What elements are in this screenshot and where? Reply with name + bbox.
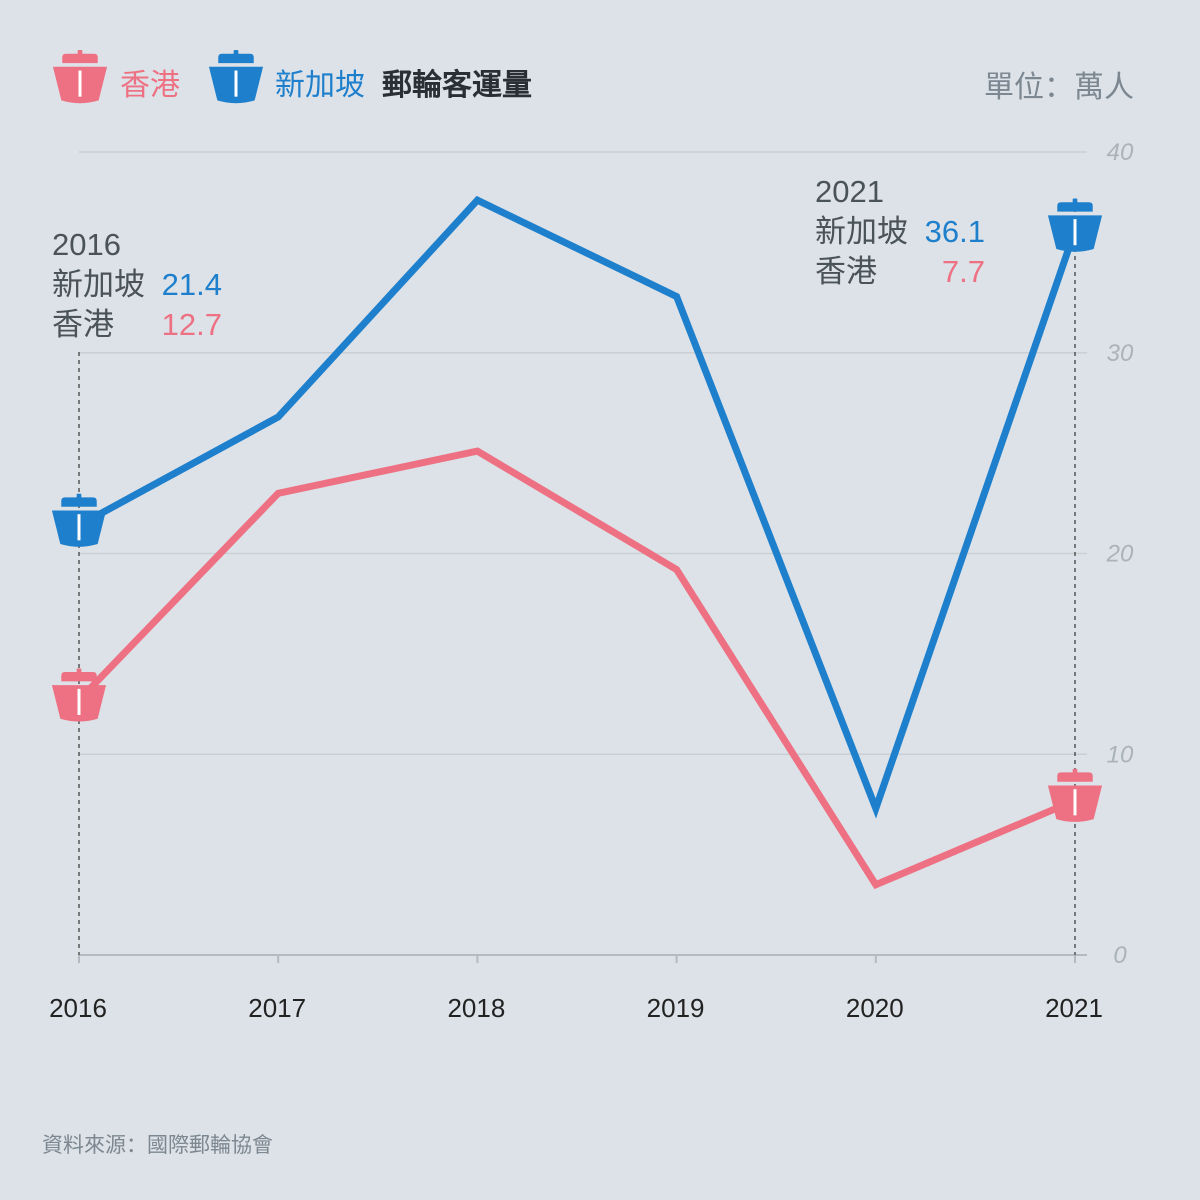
annotation-guides — [78, 200, 1076, 955]
legend-hk: 香港 — [120, 69, 180, 102]
annotation-label: 新加坡 — [52, 267, 145, 302]
annotation-year: 2016 — [52, 227, 121, 262]
series-line-hong-kong — [76, 447, 1077, 890]
x-tick-label: 2017 — [248, 993, 306, 1023]
series-line-singapore — [77, 195, 1079, 819]
annotation-2021: 2021 新加坡 36.1 香港 7.7 — [815, 174, 985, 289]
annotation-label: 香港 — [815, 254, 877, 289]
annotation-value: 36.1 — [925, 214, 985, 249]
x-tick-label: 2016 — [49, 993, 107, 1023]
annotations: 2016 新加坡 21.4 香港 12.7 2021 新加坡 36.1 香港 7.7 — [52, 174, 985, 342]
series — [76, 195, 1079, 890]
legend-sg: 新加坡 — [275, 69, 365, 102]
legend: 香港 新加坡 郵輪客運量 — [52, 50, 532, 104]
ship-marker-icon — [1047, 768, 1103, 822]
x-tick-label: 2020 — [846, 993, 904, 1023]
y-tick-label: 40 — [1107, 139, 1134, 166]
y-tick-label: 20 — [1106, 541, 1134, 568]
hk-ship-icon — [52, 50, 108, 104]
y-tick-label: 10 — [1107, 741, 1134, 768]
sg-ship-icon — [208, 50, 264, 104]
source-note: 資料來源：國際郵輪協會 — [42, 1134, 273, 1157]
annotation-2016: 2016 新加坡 21.4 香港 12.7 — [52, 227, 222, 342]
ship-marker-icon — [1047, 198, 1103, 252]
x-tick-label: 2018 — [447, 993, 505, 1023]
annotation-year: 2021 — [815, 174, 884, 209]
y-tick-label: 0 — [1113, 942, 1127, 969]
grid: 0 10 20 30 40 2016 2017 2018 2019 2020 2021 — [49, 139, 1134, 1023]
chart-title: 郵輪客運量 — [382, 68, 532, 102]
annotation-value: 7.7 — [942, 254, 985, 289]
x-tick-label: 2021 — [1045, 993, 1103, 1023]
annotation-label: 新加坡 — [815, 214, 908, 249]
y-tick-label: 30 — [1107, 340, 1134, 367]
ship-marker-icon — [51, 493, 107, 547]
annotation-label: 香港 — [52, 307, 114, 342]
annotation-value: 12.7 — [162, 307, 222, 342]
x-tick-label: 2019 — [647, 993, 705, 1023]
unit-label: 單位：萬人 — [984, 71, 1134, 104]
annotation-value: 21.4 — [162, 267, 222, 302]
